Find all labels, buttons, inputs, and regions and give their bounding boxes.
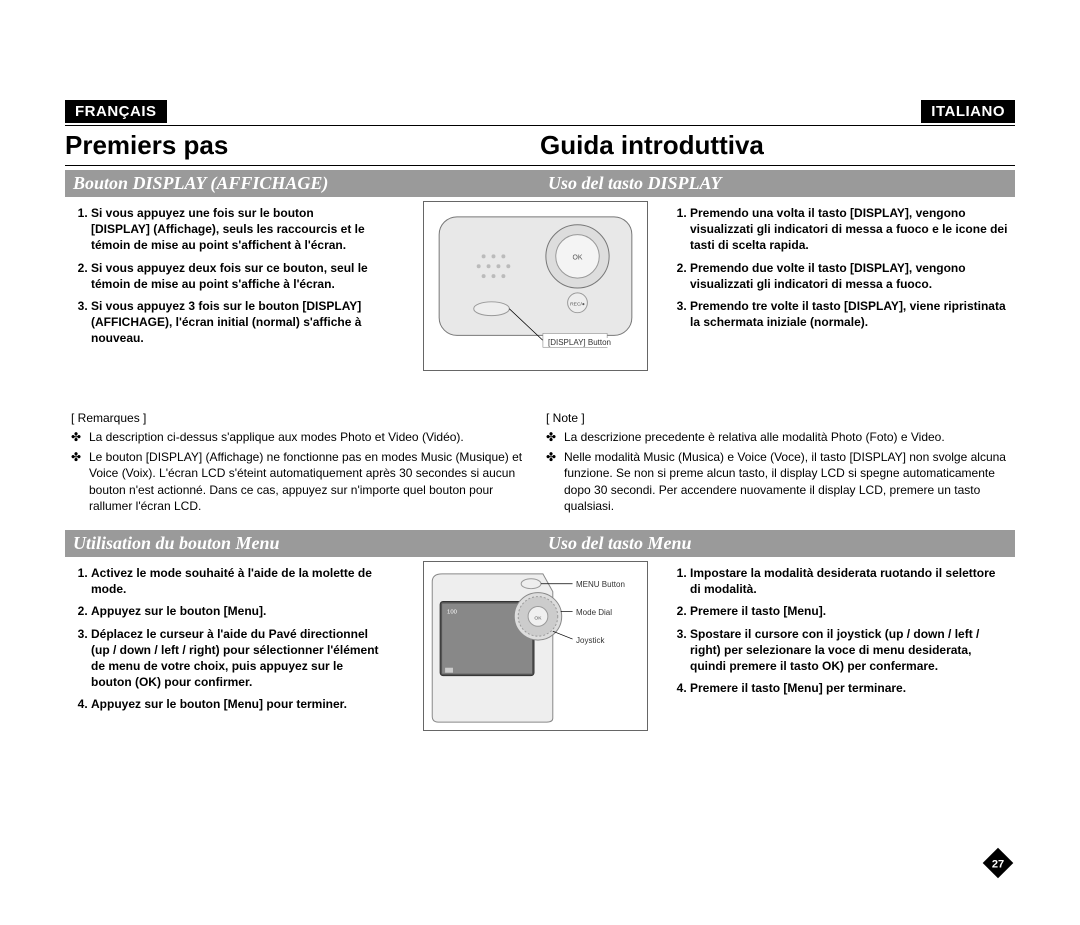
joystick-label: Joystick (576, 636, 604, 645)
list-item: Si vous appuyez 3 fois sur le bouton [DI… (91, 298, 370, 347)
svg-text:OK: OK (573, 254, 583, 261)
list-item: Impostare la modalità desiderata ruotand… (690, 565, 1009, 597)
list-item: Nelle modalità Music (Musica) e Voice (V… (564, 449, 1009, 514)
language-row: FRANÇAIS ITALIANO (65, 100, 1015, 123)
list-item: Appuyez sur le bouton [Menu]. (91, 603, 380, 619)
list-item: Spostare il cursore con il joystick (up … (690, 626, 1009, 675)
col-fr-1: Bouton DISPLAY (AFFICHAGE) Si vous appuy… (65, 166, 540, 526)
svg-text:REC/●: REC/● (570, 302, 585, 308)
list-item: Si vous appuyez deux fois sur ce bouton,… (91, 260, 370, 292)
list-item: Premendo una volta il tasto [DISPLAY], v… (690, 205, 1009, 254)
title-it: Guida introduttiva (540, 126, 1015, 165)
camera-back-illustration: 100 OK MENU Button Mode Dial Joystic (423, 561, 648, 731)
section2-title-fr: Utilisation du bouton Menu (65, 530, 540, 557)
manual-page: FRANÇAIS ITALIANO Premiers pas Guida int… (65, 100, 1015, 875)
section2-title-it: Uso del tasto Menu (540, 530, 1015, 557)
notes-heading-fr: [ Remarques ] (71, 411, 540, 425)
display-button-label: [DISPLAY] Button (548, 338, 611, 347)
notes-body-it: La descrizione precedente è relativa all… (540, 429, 1015, 526)
lang-badge-it: ITALIANO (921, 100, 1015, 123)
camera-top-illustration: OK REC/● [DISPLAY] Button (423, 201, 648, 371)
notes-heading-it: [ Note ] (546, 411, 1015, 425)
list-item: Le bouton [DISPLAY] (Affichage) ne fonct… (89, 449, 534, 514)
list-item: Premere il tasto [Menu] per terminare. (690, 680, 1009, 696)
list-item: Activez le mode souhaité à l'aide de la … (91, 565, 380, 597)
page-number-text: 27 (992, 858, 1004, 870)
section1-title-it: Uso del tasto DISPLAY (540, 170, 1015, 197)
menu-button-label: MENU Button (576, 580, 625, 589)
mode-dial-label: Mode Dial (576, 608, 612, 617)
svg-text:OK: OK (534, 615, 542, 621)
list-item: Premendo tre volte il tasto [DISPLAY], v… (690, 298, 1009, 330)
list-item: Premendo due volte il tasto [DISPLAY], v… (690, 260, 1009, 292)
section2-row: Utilisation du bouton Menu Activez le mo… (65, 526, 1015, 725)
list-item: La description ci-dessus s'applique aux … (89, 429, 534, 445)
col-fr-2: Utilisation du bouton Menu Activez le mo… (65, 526, 540, 725)
page-number-badge: 27 (981, 846, 1015, 885)
list-item: Si vous appuyez une fois sur le bouton [… (91, 205, 370, 254)
list-item: La descrizione precedente è relativa all… (564, 429, 1009, 445)
lang-badge-fr: FRANÇAIS (65, 100, 167, 123)
list-item: Déplacez le curseur à l'aide du Pavé dir… (91, 626, 380, 691)
section1-row: Bouton DISPLAY (AFFICHAGE) Si vous appuy… (65, 166, 1015, 526)
title-fr: Premiers pas (65, 126, 540, 165)
list-item: Appuyez sur le bouton [Menu] pour termin… (91, 696, 380, 712)
section1-title-fr: Bouton DISPLAY (AFFICHAGE) (65, 170, 540, 197)
notes-body-fr: La description ci-dessus s'applique aux … (65, 429, 540, 526)
title-row: Premiers pas Guida introduttiva (65, 125, 1015, 166)
svg-text:100: 100 (447, 609, 458, 615)
list-item: Premere il tasto [Menu]. (690, 603, 1009, 619)
